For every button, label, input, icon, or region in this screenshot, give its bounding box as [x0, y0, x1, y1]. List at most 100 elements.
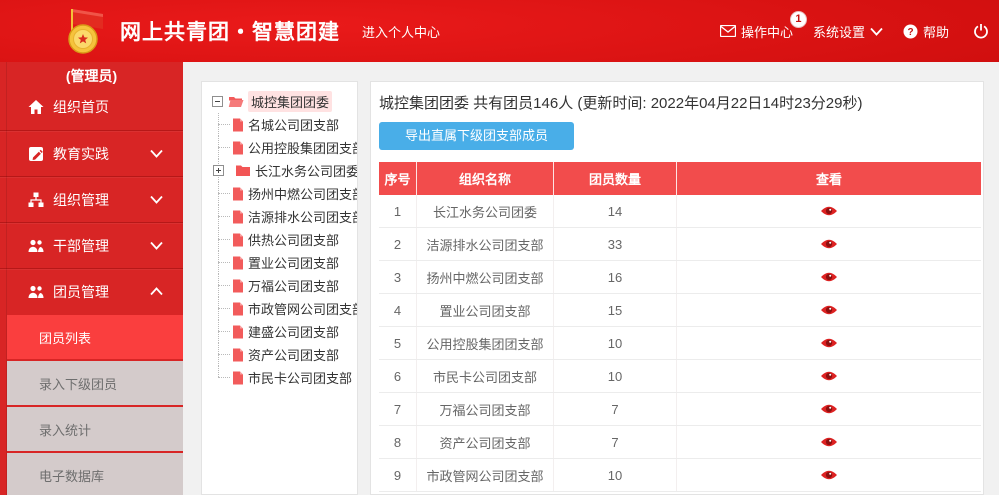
file-icon: [233, 325, 243, 338]
action-center-button[interactable]: 操作中心 1: [719, 10, 807, 41]
tree-node[interactable]: 置业公司团支部: [206, 251, 357, 274]
tree-node[interactable]: 洁源排水公司团支部: [206, 205, 357, 228]
member-count: 15: [554, 294, 677, 326]
sidebar-nav: (管理员) 组织首页 教育实践 组: [0, 62, 183, 495]
minus-expander-icon[interactable]: [212, 96, 223, 107]
tree-node[interactable]: 公用控股集团团支部: [206, 136, 357, 159]
help-button[interactable]: ? 帮助: [903, 22, 949, 41]
table-row: 9 市政管网公司团支部 10: [379, 459, 981, 492]
row-index: 8: [379, 426, 417, 458]
tree-node[interactable]: 市民卡公司团支部: [206, 366, 357, 389]
role-label: (管理员): [65, 68, 118, 84]
chevron-down-icon: [870, 27, 883, 36]
chevron-down-icon: [150, 195, 163, 204]
column-header-view: 查看: [815, 172, 842, 187]
sidebar-item-member-management[interactable]: 团员管理: [0, 268, 183, 314]
tree-root-node[interactable]: 城控集团团委: [206, 90, 357, 113]
column-header-index: 序号: [379, 162, 417, 195]
file-icon: [233, 302, 243, 315]
personal-center-link[interactable]: 进入个人中心: [362, 24, 441, 40]
table-row: 7 万福公司团支部 7: [379, 393, 981, 426]
row-index: 3: [379, 261, 417, 293]
tree-node[interactable]: 名城公司团支部: [206, 113, 357, 136]
users-icon: [28, 285, 44, 298]
eye-icon[interactable]: [820, 336, 838, 350]
tree-node-label[interactable]: 市政管网公司团支部: [248, 302, 358, 317]
eye-icon[interactable]: [820, 270, 838, 284]
system-settings-menu[interactable]: 系统设置: [813, 22, 883, 41]
tree-node-label[interactable]: 万福公司团支部: [248, 279, 340, 294]
top-header-bar: 网上共青团・智慧团建 进入个人中心 操作中心 1 系统设置 ?: [0, 0, 999, 62]
row-index: 2: [379, 228, 417, 260]
folder-open-icon: [228, 97, 244, 107]
table-row: 8 资产公司团支部 7: [379, 426, 981, 459]
tree-node-label[interactable]: 供热公司团支部: [248, 233, 340, 248]
sidebar-item-education[interactable]: 教育实践: [0, 130, 183, 176]
summary-title: 城控集团团委 共有团员146人 (更新时间: 2022年04月22日14时23分…: [379, 95, 863, 112]
submenu-item-entry-statistics[interactable]: 录入统计: [7, 407, 183, 451]
tree-node-branch[interactable]: 长江水务公司团委: [206, 159, 357, 182]
tree-node-label[interactable]: 城控集团团委: [248, 91, 333, 112]
eye-icon[interactable]: [820, 435, 838, 449]
eye-icon[interactable]: [820, 468, 838, 482]
tree-node-label[interactable]: 公用控股集团团支部: [248, 141, 358, 156]
system-settings-label: 系统设置: [812, 24, 865, 40]
tree-node[interactable]: 扬州中燃公司团支部: [206, 182, 357, 205]
table-row: 2 洁源排水公司团支部 33: [379, 228, 981, 261]
submenu-item-member-list[interactable]: 团员列表: [7, 315, 183, 359]
tree-node-label[interactable]: 名城公司团支部: [248, 118, 340, 133]
row-index: 7: [379, 393, 417, 425]
table-row: 1 长江水务公司团委 14: [379, 195, 981, 228]
sidebar-item-org-management[interactable]: 组织管理: [0, 176, 183, 222]
submenu-item-enter-lower-members[interactable]: 录入下级团员: [7, 361, 183, 405]
logout-button[interactable]: [973, 23, 989, 39]
eye-icon[interactable]: [820, 204, 838, 218]
row-index: 4: [379, 294, 417, 326]
sidebar-item-label: 组织管理: [53, 191, 109, 208]
eye-icon[interactable]: [820, 237, 838, 251]
notification-badge: 1: [789, 10, 807, 28]
file-icon: [233, 141, 243, 154]
tree-node-label[interactable]: 洁源排水公司团支部: [248, 210, 358, 225]
tree-node[interactable]: 市政管网公司团支部: [206, 297, 357, 320]
member-count: 10: [554, 459, 677, 491]
row-index: 1: [379, 195, 417, 227]
org-name: 万福公司团支部: [417, 393, 554, 425]
plus-expander-icon[interactable]: [213, 165, 224, 176]
eye-icon[interactable]: [820, 402, 838, 416]
column-header-member-count: 团员数量: [554, 162, 677, 195]
org-name: 洁源排水公司团支部: [417, 228, 554, 260]
tree-node[interactable]: 供热公司团支部: [206, 228, 357, 251]
export-members-button[interactable]: 导出直属下级团支部成员: [379, 122, 575, 150]
tree-node[interactable]: 建盛公司团支部: [206, 320, 357, 343]
tree-node-label[interactable]: 资产公司团支部: [248, 348, 340, 363]
tree-node[interactable]: 万福公司团支部: [206, 274, 357, 297]
sidebar-item-cadre-management[interactable]: 干部管理: [0, 222, 183, 268]
eye-icon[interactable]: [820, 369, 838, 383]
eye-icon[interactable]: [820, 303, 838, 317]
file-icon: [233, 256, 243, 269]
tree-node-label[interactable]: 市民卡公司团支部: [248, 371, 353, 386]
tree-node[interactable]: 资产公司团支部: [206, 343, 357, 366]
table-header-row: 序号 组织名称 团员数量 查看: [379, 162, 981, 195]
question-circle-icon: ?: [903, 24, 918, 38]
tree-node-label[interactable]: 扬州中燃公司团支部: [248, 187, 358, 202]
file-icon: [233, 279, 243, 292]
file-icon: [233, 187, 243, 200]
users-icon: [28, 239, 44, 252]
table-row: 5 公用控股集团团支部 10: [379, 327, 981, 360]
envelope-icon: [719, 25, 736, 37]
sidebar-item-label: 组织首页: [53, 99, 109, 115]
submenu-item-electronic-database[interactable]: 电子数据库: [7, 453, 183, 495]
column-header-org-name: 组织名称: [417, 162, 554, 195]
edit-icon: [29, 146, 43, 161]
file-icon: [233, 348, 243, 361]
row-index: 6: [379, 360, 417, 392]
tree-node-label[interactable]: 置业公司团支部: [248, 256, 340, 271]
help-label: 帮助: [922, 24, 949, 40]
tree-node-label[interactable]: 长江水务公司团委: [255, 164, 358, 179]
tree-node-label[interactable]: 建盛公司团支部: [248, 325, 340, 340]
member-count: 10: [554, 360, 677, 392]
sidebar-item-org-home[interactable]: 组织首页: [0, 84, 183, 130]
